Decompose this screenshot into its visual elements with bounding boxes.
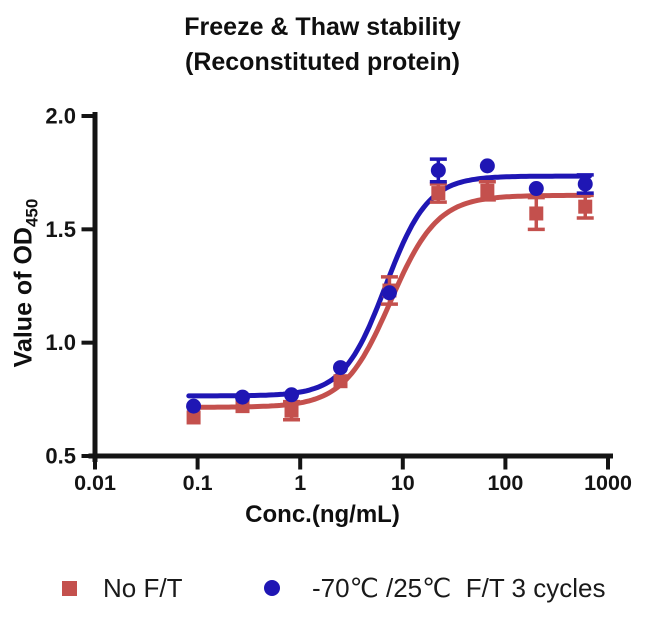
legend-label-ft-3-cycles: -70℃ /25℃ F/T 3 cycles (312, 572, 606, 603)
y-tick-label: 0.5 (45, 444, 76, 469)
data-point-square (186, 410, 201, 425)
chart-title-line-2: (Reconstituted protein) (185, 48, 460, 76)
x-tick-label: 0.1 (183, 471, 213, 495)
chart-title: Freeze & Thaw stability (Reconstituted p… (0, 10, 645, 80)
data-point-square (431, 186, 446, 201)
data-point-circle (284, 387, 300, 403)
data-point-circle (332, 360, 348, 376)
legend-item-no-ft: No F/T (62, 573, 182, 603)
x-tick-label: 10 (391, 471, 415, 495)
data-point-circle (479, 158, 495, 174)
data-point-circle (577, 176, 593, 192)
data-point-square (529, 206, 544, 221)
y-tick-label: 1.0 (45, 330, 76, 355)
data-point-circle (381, 285, 397, 301)
data-point-circle (235, 389, 251, 405)
data-point-square (333, 374, 348, 389)
x-tick-label: 1 (294, 471, 306, 495)
data-point-circle (186, 398, 202, 414)
y-tick-label: 2.0 (45, 104, 76, 129)
y-tick-label: 1.5 (45, 217, 76, 242)
legend-square-marker-icon (62, 580, 77, 596)
legend-label-no-ft: No F/T (103, 572, 183, 603)
data-point-square (480, 183, 495, 198)
data-point-circle (430, 162, 446, 178)
legend-item-ft-3-cycles: -70℃ /25℃ F/T 3 cycles (264, 573, 605, 603)
x-tick-label: 100 (487, 471, 523, 495)
x-tick-label: 1000 (584, 471, 632, 495)
chart-title-line-1: Freeze & Thaw stability (184, 13, 461, 41)
x-tick-label: 0.01 (74, 471, 116, 495)
data-point-circle (528, 181, 544, 197)
data-point-square (284, 403, 299, 418)
x-axis-label: Conc.(ng/mL) (245, 501, 400, 528)
legend-circle-marker-icon (264, 580, 280, 596)
data-point-square (578, 199, 593, 214)
